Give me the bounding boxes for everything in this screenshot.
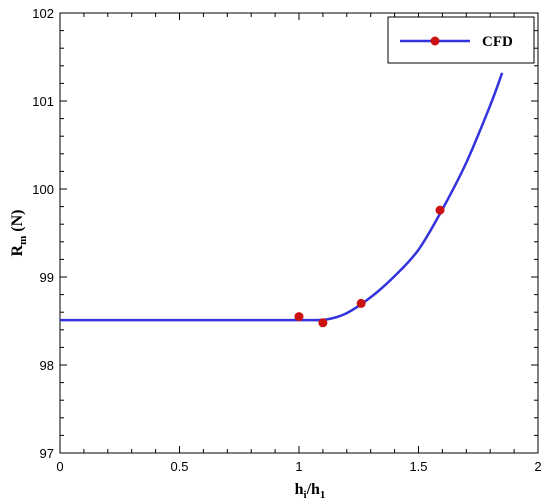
legend: CFD [387, 16, 535, 64]
series-line-cfd [60, 72, 504, 322]
legend-label-cfd: CFD [482, 34, 513, 50]
x-tick-label: 2 [534, 459, 541, 474]
plot-area-frame [59, 12, 539, 454]
x-tick-label: 1 [295, 459, 302, 474]
x-axis-title-sub-i: i [304, 489, 307, 501]
y-axis-title-rest: (N) [9, 210, 26, 236]
x-axis-title-slash: /h [306, 481, 320, 498]
x-tick-label: 0 [56, 459, 63, 474]
y-axis-title-sub: m [17, 236, 29, 245]
x-axis-title-sub-1: 1 [320, 489, 326, 501]
x-axis-title: hi/h1 [295, 481, 326, 501]
axis-tick-labels: 0 0.5 1 1.5 2 97 98 99 100 101 102 [32, 6, 541, 474]
data-point-cfd [294, 312, 304, 322]
data-point-cfd [356, 298, 366, 308]
legend-marker-cfd [430, 36, 440, 46]
y-tick-label: 102 [32, 6, 54, 21]
x-tick-label: 0.5 [170, 459, 188, 474]
y-tick-label: 98 [40, 358, 54, 373]
y-tick-label: 100 [32, 182, 54, 197]
axis-ticks [59, 12, 539, 454]
x-tick-label: 1.5 [409, 459, 427, 474]
y-tick-label: 99 [40, 270, 54, 285]
data-point-cfd [435, 205, 445, 215]
series-markers-cfd [294, 205, 445, 328]
x-axis-title-main: h [295, 481, 304, 498]
data-point-cfd [318, 318, 328, 328]
y-tick-label: 97 [40, 446, 54, 461]
y-axis-title-main: R [9, 244, 26, 256]
y-tick-label: 101 [32, 94, 54, 109]
y-axis-title: Rm (N) [9, 210, 29, 257]
